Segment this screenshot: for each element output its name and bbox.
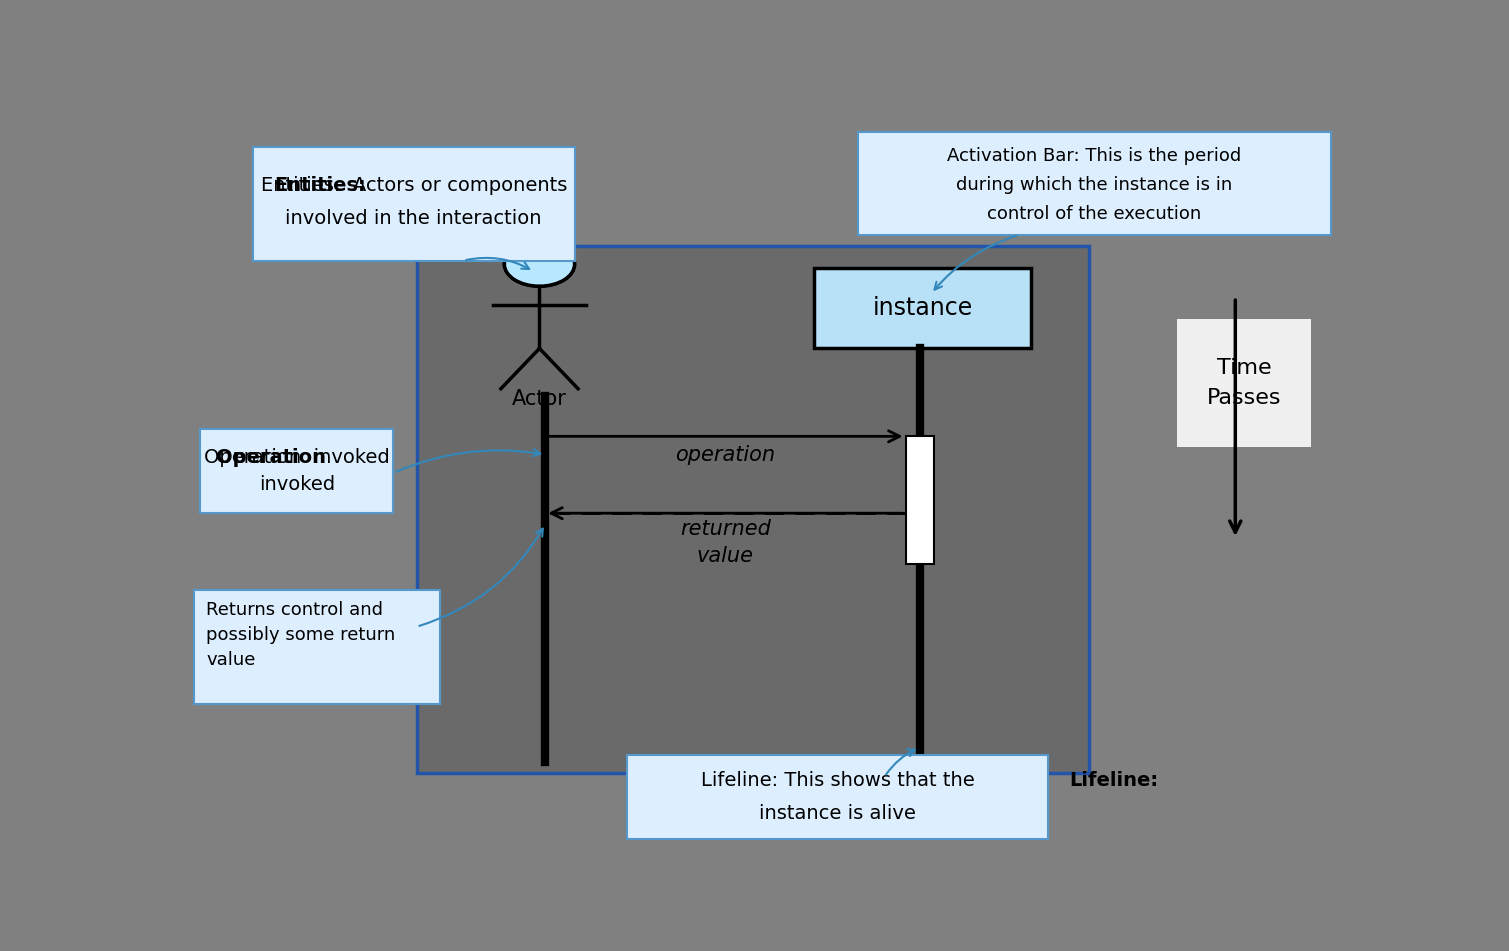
Text: Entities:: Entities: — [275, 176, 365, 195]
Text: Returns control and
possibly some return
value: Returns control and possibly some return… — [207, 601, 395, 670]
Text: Activation Bar: This is the period: Activation Bar: This is the period — [948, 146, 1242, 165]
Text: instance: instance — [872, 296, 973, 320]
FancyBboxPatch shape — [254, 147, 575, 261]
Text: Time
Passes: Time Passes — [1207, 359, 1281, 408]
FancyBboxPatch shape — [1177, 320, 1311, 447]
Text: instance is alive: instance is alive — [759, 804, 916, 823]
FancyBboxPatch shape — [628, 755, 1049, 839]
Text: invoked: invoked — [258, 475, 335, 494]
Circle shape — [504, 243, 575, 286]
Text: operation: operation — [676, 445, 776, 465]
FancyBboxPatch shape — [905, 437, 934, 565]
Text: Operation: Operation — [216, 449, 326, 468]
Text: returned
value: returned value — [681, 519, 771, 566]
Text: control of the execution: control of the execution — [987, 205, 1201, 223]
FancyBboxPatch shape — [416, 246, 1089, 773]
Text: Actor: Actor — [512, 389, 567, 409]
Text: Lifeline: This shows that the: Lifeline: This shows that the — [700, 771, 975, 790]
Text: Entities:  Actors or components: Entities: Actors or components — [261, 176, 567, 195]
FancyBboxPatch shape — [195, 590, 441, 704]
FancyBboxPatch shape — [201, 429, 394, 514]
FancyBboxPatch shape — [857, 132, 1331, 235]
Text: during which the instance is in: during which the instance is in — [957, 176, 1233, 194]
Text: Operation  invoked: Operation invoked — [204, 449, 389, 468]
Text: Lifeline:: Lifeline: — [1070, 771, 1159, 790]
Circle shape — [504, 243, 575, 286]
FancyBboxPatch shape — [815, 268, 1031, 348]
Text: involved in the interaction: involved in the interaction — [285, 209, 542, 228]
